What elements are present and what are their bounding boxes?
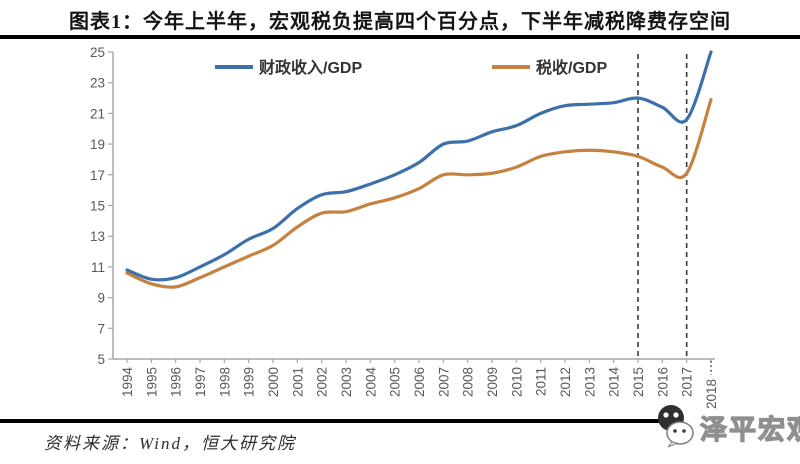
figure-title: 图表1：今年上半年，宏观税负提高四个百分点，下半年减税降费存空间: [69, 11, 731, 33]
footer-rule: [0, 419, 660, 423]
x-axis-tick-label: 2005: [388, 367, 403, 397]
x-axis-tick-label: 2015: [631, 367, 646, 397]
y-axis-tick-label: 25: [90, 45, 105, 60]
x-axis-tick-label: 2007: [436, 367, 451, 397]
legend-label: 财政收入/GDP: [258, 58, 362, 77]
x-axis-tick-label: 2012: [558, 367, 573, 397]
x-axis-tick-label: 1997: [193, 367, 208, 397]
x-axis-tick-label: 2016: [655, 367, 670, 397]
x-axis-tick-label: 2004: [363, 367, 378, 398]
y-axis-tick-label: 21: [90, 106, 105, 121]
y-axis-tick-label: 15: [90, 199, 105, 214]
x-axis-tick-label: 1998: [217, 367, 232, 397]
y-axis-tick-label: 5: [97, 352, 105, 367]
x-axis-tick-label: 1994: [120, 367, 135, 398]
x-axis-tick-label: 2000: [266, 367, 281, 397]
x-axis-tick-label: 2008: [461, 367, 476, 397]
y-axis-tick-label: 9: [97, 291, 105, 306]
title-underline: [0, 35, 800, 39]
x-axis-tick-label: 2013: [582, 367, 597, 397]
y-axis-tick-label: 11: [91, 260, 105, 275]
legend-label: 税收/GDP: [536, 58, 607, 77]
series-line-fiscal: [125, 50, 713, 282]
x-axis-tick-label: 2011: [534, 367, 549, 396]
source-note: 资料来源：Wind，恒大研究院: [44, 434, 296, 453]
zeping-macro-logo-icon: [658, 405, 694, 448]
y-axis-tick-label: 23: [90, 76, 105, 91]
y-axis-tick-label: 17: [90, 168, 105, 183]
watermark-text: 泽平宏观: [699, 414, 800, 445]
watermark: 泽平宏观: [650, 400, 800, 450]
y-axis-tick-label: 7: [97, 321, 105, 336]
y-axis-tick-label: 19: [90, 137, 105, 152]
x-axis-tick-label: 2003: [339, 367, 354, 397]
series-line-tax: [125, 97, 713, 289]
y-axis-tick-label: 13: [90, 229, 105, 244]
x-axis-tick-label: 2001: [290, 367, 305, 397]
x-axis-tick-label: 1995: [144, 367, 159, 397]
x-axis-tick-label: 1996: [169, 367, 184, 397]
x-axis-tick-label: 2002: [315, 367, 330, 397]
x-axis-tick-label: 2017: [680, 367, 695, 397]
x-axis-tick-label: 2010: [509, 367, 524, 397]
x-axis-tick-label: 2006: [412, 367, 427, 397]
x-axis-tick-label: 2014: [607, 367, 622, 398]
x-axis-tick-label: 2018: [704, 379, 719, 409]
x-axis-tick-label: 1999: [242, 367, 257, 397]
x-axis-tick-label: 2009: [485, 367, 500, 397]
